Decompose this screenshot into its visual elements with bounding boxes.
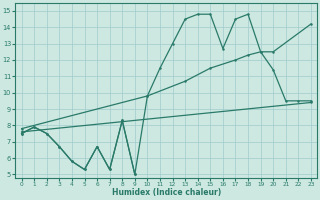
X-axis label: Humidex (Indice chaleur): Humidex (Indice chaleur) (112, 188, 221, 197)
